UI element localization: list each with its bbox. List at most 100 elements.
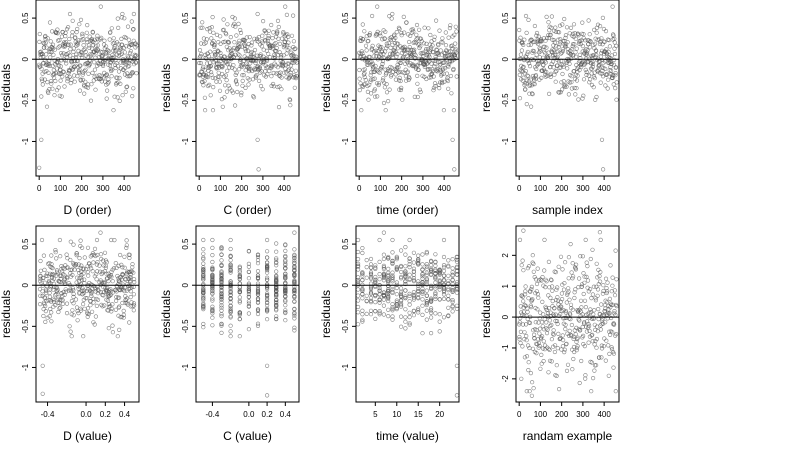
data-point xyxy=(395,51,400,57)
data-point xyxy=(551,332,556,337)
data-point xyxy=(80,286,85,291)
data-point xyxy=(255,11,260,17)
data-point xyxy=(584,260,589,265)
data-point xyxy=(403,315,408,320)
data-point xyxy=(411,313,417,318)
data-point xyxy=(568,312,573,317)
y-axis-label: residuals xyxy=(0,64,13,112)
data-point xyxy=(201,305,206,310)
data-point xyxy=(201,273,206,278)
data-point xyxy=(381,256,387,262)
plot-frame xyxy=(515,0,620,177)
data-point xyxy=(563,327,568,332)
data-point xyxy=(441,66,446,71)
data-point xyxy=(292,280,297,285)
data-point xyxy=(64,252,69,257)
data-point xyxy=(381,265,387,270)
data-point xyxy=(399,85,404,90)
data-point xyxy=(521,42,526,48)
data-point xyxy=(220,71,225,77)
data-point xyxy=(549,322,554,328)
data-point xyxy=(531,269,536,274)
data-point xyxy=(599,137,605,142)
data-point xyxy=(594,336,600,342)
data-point xyxy=(49,50,54,55)
data-point xyxy=(595,275,600,280)
data-point xyxy=(237,311,242,316)
data-point xyxy=(564,368,570,374)
data-point xyxy=(228,268,233,273)
data-point xyxy=(364,258,369,263)
data-point xyxy=(439,72,444,77)
data-point xyxy=(219,323,224,328)
data-point xyxy=(394,305,399,311)
data-point xyxy=(131,308,136,313)
data-point xyxy=(433,271,438,276)
data-point xyxy=(582,298,588,303)
data-point xyxy=(602,39,607,45)
plot-frame xyxy=(195,225,300,403)
data-point xyxy=(274,276,279,281)
data-point xyxy=(606,311,612,316)
data-point xyxy=(289,67,294,72)
data-point xyxy=(258,54,263,59)
data-point xyxy=(413,40,419,45)
data-point xyxy=(241,73,246,78)
data-point xyxy=(219,96,224,102)
data-point xyxy=(103,44,109,49)
y-tick-label: 0.5 xyxy=(341,238,350,250)
data-point xyxy=(598,270,603,275)
x-tick-label: 300 xyxy=(96,184,110,193)
data-point xyxy=(407,315,412,320)
data-point xyxy=(565,40,570,45)
data-point xyxy=(528,42,534,47)
data-point xyxy=(377,310,382,315)
data-point xyxy=(579,358,584,364)
data-point xyxy=(286,67,292,72)
data-point xyxy=(228,237,233,243)
data-point xyxy=(420,286,425,291)
data-point xyxy=(244,35,249,40)
data-point xyxy=(75,42,80,47)
data-point xyxy=(124,84,130,89)
y-tick-label: -1 xyxy=(501,137,510,145)
data-point xyxy=(254,73,259,78)
data-point xyxy=(265,255,270,260)
data-point xyxy=(197,47,203,53)
data-point xyxy=(228,323,233,328)
data-point xyxy=(226,40,231,45)
data-point xyxy=(255,297,261,302)
data-point xyxy=(98,49,103,54)
data-point xyxy=(112,94,117,99)
data-point xyxy=(560,38,566,44)
data-point xyxy=(48,78,54,84)
data-point xyxy=(574,86,579,91)
data-point xyxy=(271,84,277,89)
y-tick-label: 0.5 xyxy=(181,12,190,24)
data-point xyxy=(43,319,48,325)
data-point xyxy=(608,315,614,321)
data-point xyxy=(255,308,261,314)
data-point xyxy=(526,74,531,79)
data-point xyxy=(356,293,361,298)
x-tick-label: 200 xyxy=(555,410,569,419)
data-point xyxy=(360,278,365,283)
data-point xyxy=(125,282,130,287)
data-point xyxy=(383,108,388,113)
data-point xyxy=(416,253,421,258)
data-point xyxy=(71,56,76,61)
data-point xyxy=(593,296,598,301)
data-point xyxy=(595,293,600,298)
data-point xyxy=(367,33,372,38)
data-point xyxy=(286,34,291,40)
data-point xyxy=(573,262,579,267)
y-axis-label: residuals xyxy=(319,64,333,112)
data-point xyxy=(67,36,72,42)
data-point xyxy=(554,68,559,74)
data-point xyxy=(553,44,559,49)
data-point xyxy=(219,252,224,257)
data-point xyxy=(424,308,429,313)
data-point xyxy=(91,320,96,325)
data-point xyxy=(79,50,84,55)
data-point xyxy=(404,78,409,83)
